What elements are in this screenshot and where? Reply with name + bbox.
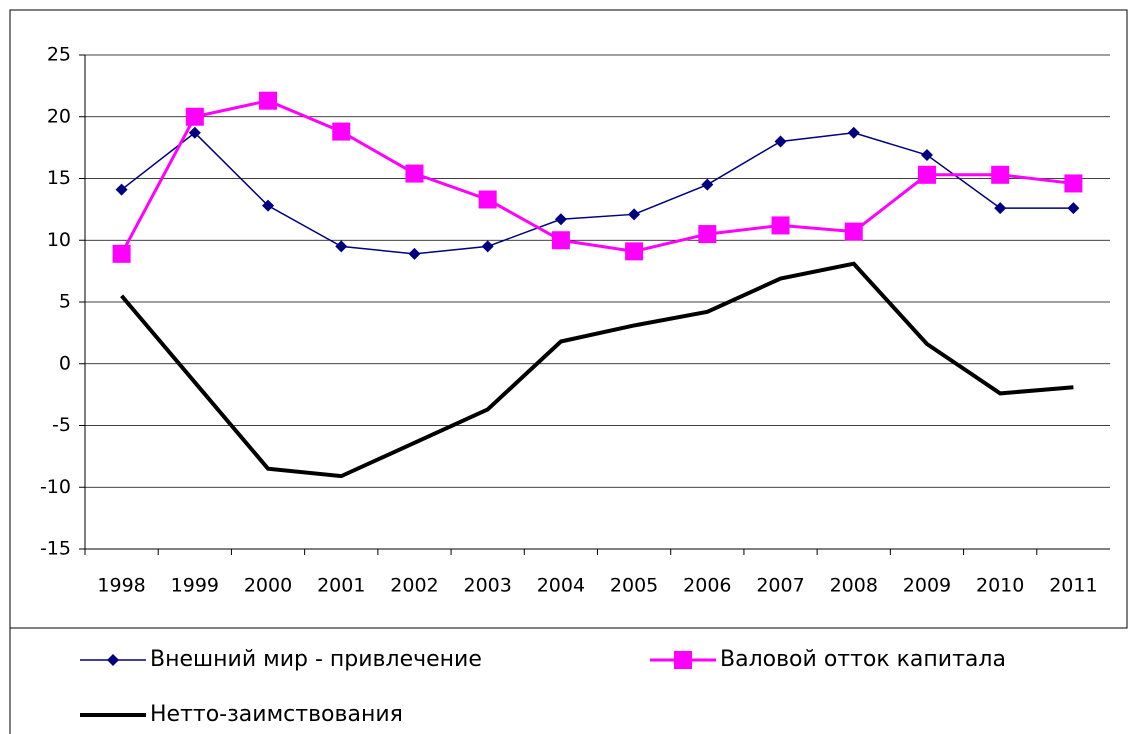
- legend-label: Нетто-заимствования: [150, 702, 403, 727]
- series-line: [121, 131, 1074, 255]
- x-tick-label: 2001: [317, 575, 365, 597]
- x-tick-label: 2010: [976, 575, 1024, 597]
- marker: [185, 107, 204, 126]
- x-tick-label: 2000: [244, 575, 292, 597]
- plot: [112, 91, 1083, 479]
- marker: [917, 165, 936, 184]
- marker: [625, 242, 644, 261]
- marker: [115, 183, 128, 196]
- marker: [674, 651, 692, 669]
- x-tick-label: 2007: [756, 575, 804, 597]
- chart-frame: [9, 9, 1128, 629]
- marker: [262, 199, 275, 212]
- marker: [408, 247, 421, 260]
- marker: [847, 126, 860, 139]
- marker: [112, 244, 131, 263]
- y-tick-label: -10: [40, 476, 71, 498]
- legend-label: Валовой отток капитала: [720, 647, 1006, 672]
- marker: [844, 222, 863, 241]
- x-tick-label: 2002: [390, 575, 438, 597]
- x-tick-label: 2008: [830, 575, 878, 597]
- x-tick-label: 2006: [683, 575, 731, 597]
- y-tick-label: 15: [47, 167, 71, 189]
- y-tick-label: 10: [47, 229, 71, 251]
- marker: [1067, 202, 1080, 215]
- marker: [701, 178, 714, 191]
- marker: [991, 165, 1010, 184]
- marker: [259, 91, 278, 110]
- x-tick-label: 2009: [903, 575, 951, 597]
- marker: [698, 225, 717, 244]
- marker: [920, 149, 933, 162]
- x-tick-label: 2003: [463, 575, 511, 597]
- legend-label: Внешний мир - привлечение: [150, 647, 482, 672]
- x-tick-label: 2005: [610, 575, 658, 597]
- series-line: [120, 261, 1074, 479]
- y-tick-label: -5: [52, 414, 71, 436]
- x-tick-label: 1998: [97, 575, 145, 597]
- marker: [405, 164, 424, 183]
- series-line: [120, 99, 1074, 255]
- x-tick-label: 2011: [1049, 575, 1097, 597]
- marker: [478, 190, 497, 209]
- grid: -15 -10 -5 0 5 10 15 20 25 1998 1999 2000 2001 2002 20…: [40, 44, 1110, 597]
- y-tick-label: 0: [59, 352, 71, 374]
- y-tick-label: 5: [59, 291, 71, 313]
- marker: [994, 202, 1007, 215]
- marker: [771, 216, 790, 235]
- marker: [1064, 174, 1083, 193]
- marker: [335, 240, 348, 253]
- marker: [481, 240, 494, 253]
- y-tick-label: 25: [47, 44, 71, 66]
- marker: [107, 654, 119, 666]
- x-tick-label: 1999: [171, 575, 219, 597]
- marker: [774, 135, 787, 148]
- y-tick-label: -15: [40, 538, 71, 560]
- marker: [332, 122, 351, 141]
- marker: [188, 126, 201, 139]
- y-tick-label: 20: [47, 105, 71, 127]
- marker: [628, 208, 641, 221]
- x-tick-label: 2004: [537, 575, 585, 597]
- legend: Внешний мир - привлечение Валовой отток к…: [80, 647, 1006, 727]
- marker: [554, 213, 567, 226]
- marker: [551, 231, 570, 250]
